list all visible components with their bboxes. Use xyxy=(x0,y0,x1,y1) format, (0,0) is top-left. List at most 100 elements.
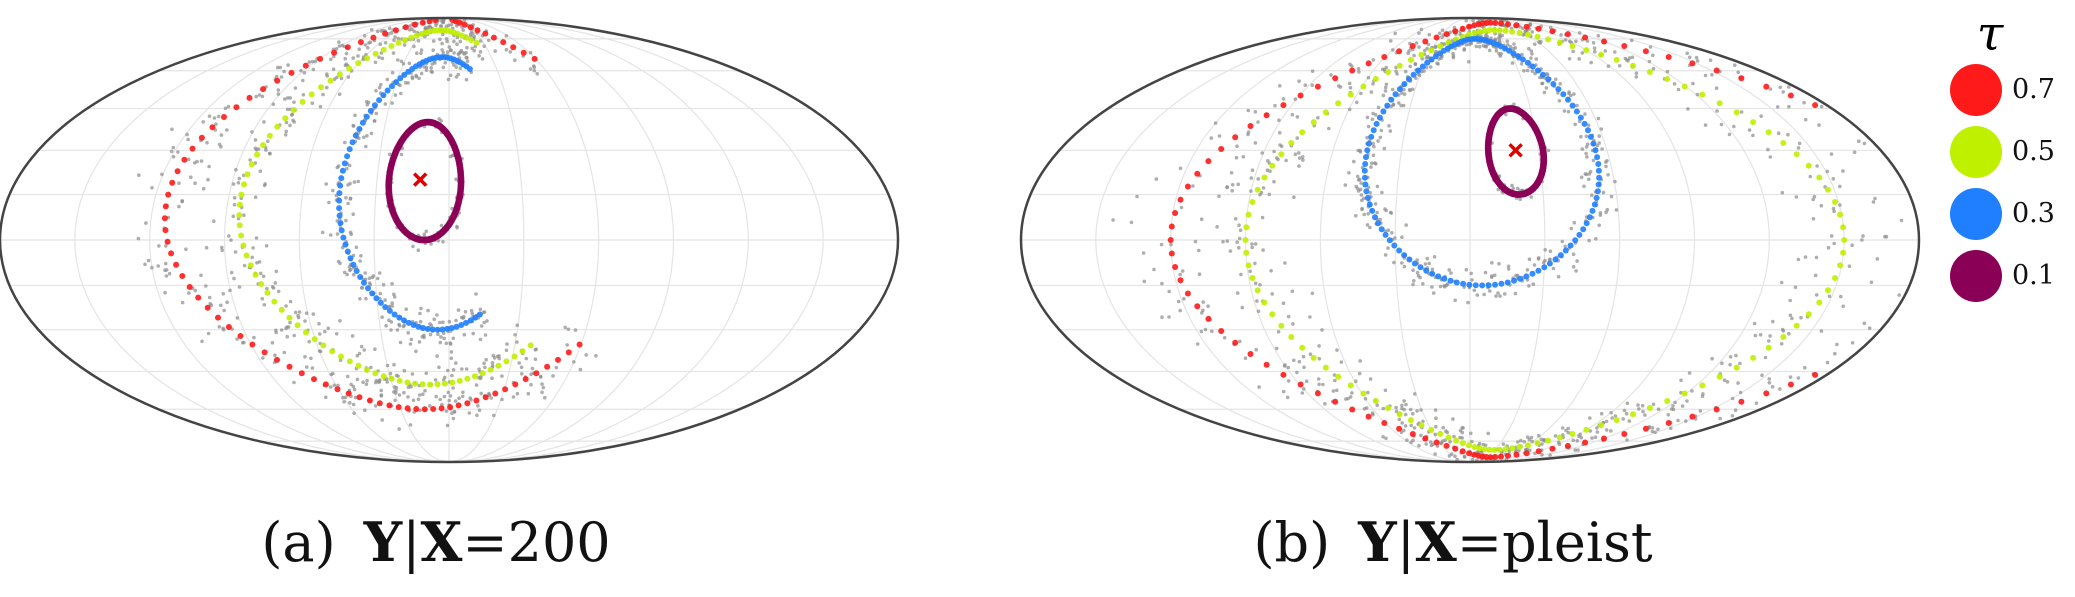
sample-point xyxy=(535,72,539,76)
sample-point xyxy=(359,286,364,290)
sample-point xyxy=(1771,319,1775,324)
sample-point xyxy=(406,81,410,85)
sample-point xyxy=(434,23,438,28)
sample-point xyxy=(337,40,341,44)
sample-point xyxy=(504,47,509,52)
sample-point xyxy=(353,113,357,118)
contour-point xyxy=(1476,445,1483,452)
sample-point xyxy=(356,54,360,58)
contour-point xyxy=(396,314,403,321)
sample-point xyxy=(1414,41,1419,45)
contour-point xyxy=(1557,252,1564,259)
sample-point xyxy=(1815,164,1819,168)
sample-point xyxy=(1679,378,1683,383)
sample-point xyxy=(1241,155,1246,159)
contour-point xyxy=(1435,273,1442,280)
sample-point xyxy=(1250,168,1255,172)
contour-point xyxy=(1364,147,1371,154)
sample-point xyxy=(1350,64,1354,68)
sample-point xyxy=(1363,397,1368,401)
sample-point xyxy=(205,140,209,145)
sample-point xyxy=(1869,280,1874,285)
sample-point xyxy=(143,262,147,267)
sample-point xyxy=(419,48,424,52)
sample-point xyxy=(455,225,459,230)
contour-point xyxy=(1601,435,1607,442)
contour-point xyxy=(1254,287,1261,294)
contour-point xyxy=(455,402,462,409)
sample-point xyxy=(411,398,416,403)
sample-point xyxy=(1258,192,1262,197)
sample-point xyxy=(389,31,394,35)
contour-point xyxy=(388,83,395,90)
contour-point xyxy=(1288,140,1295,146)
sample-point xyxy=(1554,77,1558,82)
contour-point xyxy=(1713,67,1720,74)
contour-point xyxy=(1763,390,1770,397)
sample-point xyxy=(469,308,474,313)
sample-point xyxy=(1630,55,1635,60)
contour-tau-0.3 xyxy=(1361,35,1603,289)
sample-point xyxy=(1297,79,1301,83)
contour-point xyxy=(1167,237,1174,243)
sample-point xyxy=(377,271,382,275)
contour-point xyxy=(249,341,256,348)
contour-point xyxy=(1733,109,1740,116)
sample-point xyxy=(483,333,488,337)
contour-point xyxy=(439,326,446,333)
contour-point xyxy=(357,39,364,46)
sample-point xyxy=(1493,273,1497,278)
sample-point xyxy=(1286,365,1291,370)
sample-point xyxy=(292,380,296,385)
sample-point xyxy=(1585,142,1590,146)
sample-point xyxy=(284,304,288,308)
sample-point xyxy=(1412,279,1416,283)
contour-point xyxy=(1491,27,1498,34)
sample-point xyxy=(343,56,348,61)
sample-point xyxy=(310,366,315,370)
sample-point xyxy=(212,219,216,223)
sample-point xyxy=(232,202,237,207)
contour-point xyxy=(189,145,196,152)
sample-point xyxy=(286,63,290,67)
sample-point xyxy=(1293,97,1298,101)
sample-point xyxy=(1199,217,1204,221)
contour-point xyxy=(1372,76,1379,82)
sample-point xyxy=(1458,428,1463,433)
contour-point xyxy=(238,232,245,239)
sample-point xyxy=(1536,256,1541,260)
sample-point xyxy=(1419,433,1423,438)
sample-point xyxy=(1381,406,1386,411)
sample-point xyxy=(471,331,476,336)
sample-point xyxy=(1520,52,1524,57)
sample-point xyxy=(397,393,402,397)
contour-point xyxy=(410,322,417,328)
contour-point xyxy=(1646,69,1653,75)
sample-point xyxy=(482,320,487,325)
contour-point xyxy=(1172,264,1179,270)
sample-point xyxy=(1391,102,1396,107)
sample-point xyxy=(242,263,247,268)
sample-point xyxy=(554,365,559,370)
contour-point xyxy=(243,252,250,259)
contour-point xyxy=(1369,207,1376,214)
sample-point xyxy=(311,312,316,316)
sample-point xyxy=(1591,158,1596,163)
sample-point xyxy=(1371,153,1376,158)
sample-point xyxy=(424,65,429,70)
sample-point xyxy=(1352,159,1356,164)
contour-point xyxy=(320,342,327,349)
sample-point xyxy=(1400,91,1404,95)
contour-point xyxy=(1569,43,1576,50)
sample-point xyxy=(1583,112,1587,116)
contour-point xyxy=(1613,417,1620,424)
sample-point xyxy=(1440,28,1445,32)
sample-point xyxy=(1585,39,1590,43)
sample-point xyxy=(328,233,333,237)
sample-point xyxy=(207,295,212,300)
sample-point xyxy=(1243,356,1248,361)
contour-point xyxy=(1583,47,1590,54)
contour-point xyxy=(503,358,510,365)
sample-point xyxy=(1687,55,1692,60)
contour-point xyxy=(274,77,281,84)
